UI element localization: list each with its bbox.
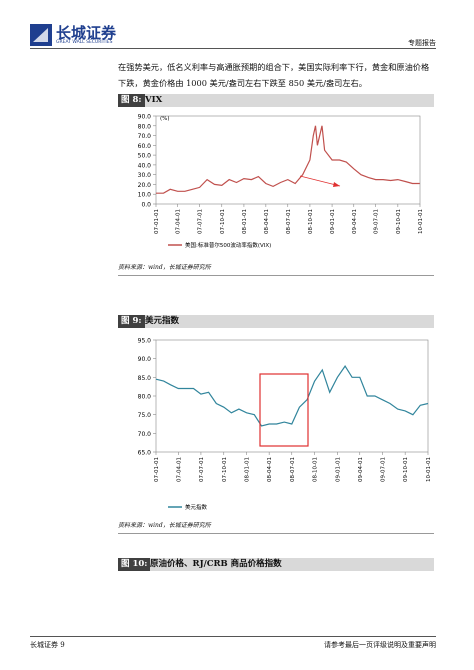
figure-title: 原油价格、RJ/CRB 商品价格指数 — [150, 559, 282, 569]
x-tick-label: 08-04-01 — [264, 209, 270, 234]
x-tick-label: 07-10-01 — [220, 209, 226, 234]
logo-en: GREAT WALL SECURITIES — [56, 40, 113, 45]
y-axis-label: (%) — [160, 116, 170, 122]
x-tick-label: 08-10-01 — [313, 457, 319, 482]
x-tick-label: 08-01-01 — [242, 209, 248, 234]
x-tick-label: 08-01-01 — [245, 457, 251, 482]
y-tick-label: 10.0 — [138, 192, 152, 199]
y-tick-label: 90.0 — [138, 356, 152, 363]
footer-left: 长城证券 9 — [30, 641, 65, 649]
x-tick-label: 08-07-01 — [290, 457, 296, 482]
x-tick-label: 08-07-01 — [286, 209, 292, 234]
x-tick-label: 07-07-01 — [199, 457, 205, 482]
highlight-box — [259, 373, 309, 447]
x-tick-label: 07-10-01 — [222, 457, 228, 482]
x-tick-label: 10-01-01 — [418, 209, 424, 234]
figure-label: 图 10: — [118, 558, 151, 571]
x-tick-label: 09-07-01 — [374, 209, 380, 234]
x-tick-label: 09-01-01 — [330, 209, 336, 234]
report-type: 专题报告 — [408, 39, 436, 47]
x-tick-label: 09-07-01 — [380, 457, 386, 482]
dollar-index-chart: 65.0 70.0 75.0 80.0 85.0 90.0 95.0 07-01-01 07-0… — [138, 338, 432, 512]
vix-chart: 0.0 10.0 20.0 30.0 40.0 50.0 60.0 70.0 80.0 90.0 0… — [138, 114, 424, 250]
source: 资料来源：wind，长城证券研究所 — [118, 264, 211, 271]
y-tick-label: 65.0 — [138, 450, 152, 457]
logo-cn: 长城证券 — [56, 24, 117, 42]
figure-bar: 图 8: VIX — [118, 94, 434, 107]
y-tick-label: 40.0 — [138, 162, 152, 169]
y-tick-label: 85.0 — [138, 375, 152, 382]
y-tick-label: 80.0 — [138, 123, 152, 130]
y-tick-label: 95.0 — [138, 338, 152, 345]
footer-right: 请参考最后一页评级说明及重要声明 — [324, 641, 436, 649]
x-tick-label: 09-04-01 — [358, 457, 364, 482]
y-tick-label: 60.0 — [138, 143, 152, 150]
y-tick-label: 70.0 — [138, 431, 152, 438]
y-tick-label: 20.0 — [138, 182, 152, 189]
figure-label: 图 8: — [118, 94, 145, 107]
figure-bar: 图 10: 原油价格、RJ/CRB 商品价格指数 — [118, 558, 434, 571]
footer-rule — [30, 636, 436, 637]
x-tick-label: 07-04-01 — [176, 457, 182, 482]
x-tick-label: 08-10-01 — [308, 209, 314, 234]
figure-bar: 图 9: 美元指数 — [118, 315, 434, 328]
x-tick-label: 09-01-01 — [335, 457, 341, 482]
x-tick-label: 07-01-01 — [154, 457, 160, 482]
data-line — [155, 365, 429, 427]
source: 资料来源：wind，长城证券研究所 — [118, 522, 211, 529]
rule — [118, 275, 434, 276]
x-tick-label: 07-04-01 — [176, 209, 182, 234]
header-rule — [30, 48, 436, 49]
figure-title: 美元指数 — [145, 316, 180, 326]
x-tick-label: 09-10-01 — [396, 209, 402, 234]
body-line: 下跌，黄金价格由 1000 美元/盎司左右下跌至 850 美元/盎司左右。 — [118, 78, 367, 88]
y-tick-label: 90.0 — [138, 114, 152, 121]
y-tick-label: 0.0 — [141, 202, 151, 209]
logo-icon — [30, 24, 52, 46]
x-tick-label: 08-04-01 — [267, 457, 273, 482]
x-tick-label: 10-01-01 — [426, 457, 432, 482]
figure-title: VIX — [145, 95, 163, 105]
plot-frame — [155, 115, 421, 205]
rule — [118, 533, 434, 534]
y-tick-label: 75.0 — [138, 412, 152, 419]
x-tick-label: 07-01-01 — [154, 209, 160, 234]
legend-label: 美国:标准普尔500波动率指数(VIX) — [185, 241, 271, 249]
arrow-head — [333, 182, 340, 187]
x-tick-label: 09-04-01 — [352, 209, 358, 234]
data-line — [156, 125, 420, 194]
legend-label: 美元指数 — [185, 503, 208, 511]
plot-frame — [155, 339, 429, 453]
y-tick-label: 30.0 — [138, 172, 152, 179]
x-tick-label: 09-10-01 — [403, 457, 409, 482]
annotation-arrow — [299, 175, 341, 187]
y-tick-label: 50.0 — [138, 153, 152, 160]
figure-label: 图 9: — [118, 315, 145, 328]
y-tick-label: 80.0 — [138, 394, 152, 401]
x-tick-label: 07-07-01 — [198, 209, 204, 234]
y-tick-label: 70.0 — [138, 133, 152, 140]
body-line: 在强势美元，低名义利率与高通胀预期的组合下，美国实际利率下行，黄金和原油价格 — [118, 62, 430, 72]
